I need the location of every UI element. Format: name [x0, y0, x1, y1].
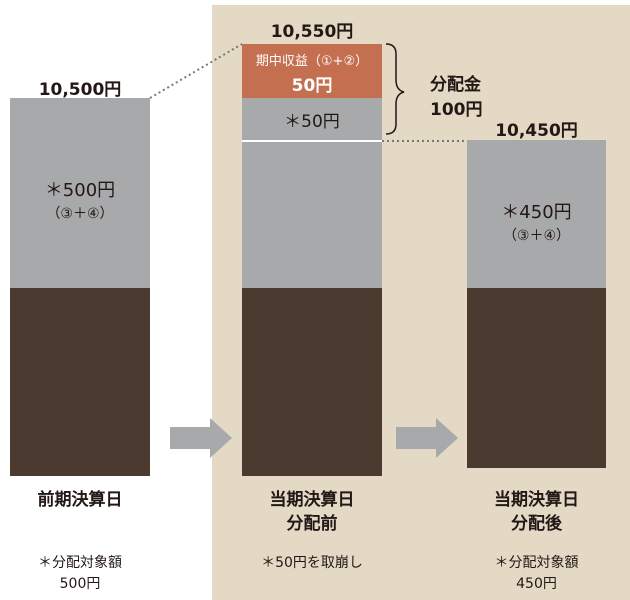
after-reserve-text: ＊450円	[501, 202, 572, 223]
column-label-after-2: 分配後	[511, 514, 562, 534]
previous-top-value: 10,500円	[38, 80, 122, 100]
note-after-1: ＊分配対象額	[494, 555, 579, 571]
current-bar-reserve	[242, 142, 382, 288]
previous-reserve-sub: （③＋④）	[46, 206, 114, 222]
after-top-value: 10,450円	[495, 121, 578, 141]
after-bar-base	[467, 288, 606, 468]
note-after-2: 450円	[516, 576, 557, 592]
current-top-value: 10,550円	[270, 22, 354, 42]
current-bar-reserve-top	[242, 98, 382, 140]
column-label-after-1: 当期決算日	[494, 490, 579, 510]
column-label-current-2: 分配前	[286, 514, 338, 534]
column-label-current-1: 当期決算日	[269, 490, 355, 510]
dotted-connector-top	[149, 43, 243, 99]
distribution-brace	[385, 43, 405, 135]
current-reserve-text: ＊50円	[284, 112, 340, 132]
current-bar-income	[242, 44, 382, 98]
note-current-1: ＊50円を取崩し	[261, 555, 363, 571]
income-label: 期中収益（①+②）	[255, 54, 369, 69]
distribution-label: 分配金	[430, 75, 481, 95]
income-value: 50円	[291, 76, 333, 96]
previous-bar-reserve	[10, 98, 150, 288]
after-reserve-sub: （③＋④）	[502, 228, 571, 244]
arrow-right-icon	[170, 418, 232, 458]
note-previous-1: ＊分配対象額	[38, 555, 122, 571]
previous-bar-base	[10, 288, 150, 476]
current-bar-base	[242, 288, 382, 476]
distribution-amount: 100円	[430, 100, 483, 120]
current-bar-divider	[242, 140, 382, 142]
column-label-previous: 前期決算日	[37, 490, 123, 510]
arrow-right-icon-2	[396, 418, 458, 458]
previous-reserve-text: ＊500円	[44, 180, 116, 201]
note-previous-2: 500円	[59, 576, 101, 592]
after-bar-reserve	[467, 140, 606, 288]
